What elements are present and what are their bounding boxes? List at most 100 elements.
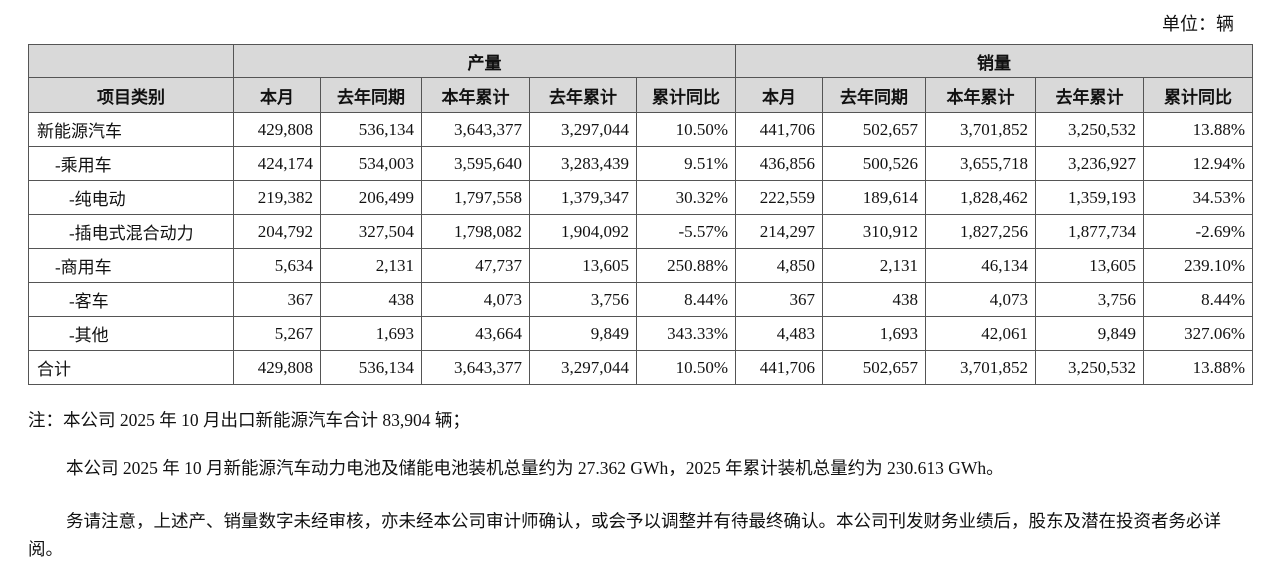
cell: 13.88% [1143,112,1254,147]
row-label: -其他 [28,316,234,351]
cell: 534,003 [320,146,422,181]
note: 注：本公司 2025 年 10 月出口新能源汽车合计 83,904 辆； [28,410,470,430]
cell: 13,605 [1035,248,1145,283]
column-header: 累计同比 [635,77,737,113]
row-label: -乘用车 [28,146,234,181]
cell: 4,850 [735,248,824,283]
cell: 3,756 [529,282,637,317]
cell: 3,236,927 [1035,146,1145,181]
table-row: -客车 367 438 4,073 3,756 8.44% 367 438 4,073 3,756… [28,282,1254,317]
group-header-row: 产量 销量 [28,44,1254,78]
cell: 239.10% [1143,248,1254,283]
note: 本公司 2025 年 10 月新能源汽车动力电池及储能电池装机总量约为 27.3… [66,458,1004,478]
table-row: -其他 5,267 1,693 43,664 9,849 343.33% 4,483 1,69… [28,316,1254,351]
cell: 5,634 [233,248,321,283]
cell: 9.51% [635,146,737,181]
cell: 8.44% [635,282,737,317]
cell: 1,798,082 [421,214,530,249]
cell: 429,808 [233,112,321,147]
cell: 9,849 [529,316,637,351]
corner-header: 项目类别 [28,77,234,113]
cell: 327.06% [1143,316,1254,351]
cell: 3,250,532 [1035,112,1145,147]
cell: 204,792 [233,214,321,249]
column-header: 去年累计 [529,77,637,113]
column-header: 累计同比 [1143,77,1254,113]
row-label: -插电式混合动力 [28,214,234,249]
table-row: -商用车 5,634 2,131 47,737 13,605 250.88% 4,850 2,… [28,248,1254,283]
cell: 343.33% [635,316,737,351]
cell: 500,526 [822,146,927,181]
cell: 3,250,532 [1035,350,1145,385]
corner-blank [28,44,234,78]
table-row: -乘用车 424,174 534,003 3,595,640 3,283,439 9.51… [28,146,1254,181]
cell: 367 [735,282,824,317]
cell: 3,643,377 [421,350,530,385]
cell: 214,297 [735,214,824,249]
column-header: 本年累计 [925,77,1037,113]
cell: 1,827,256 [925,214,1037,249]
column-header: 本月 [735,77,824,113]
cell: 9,849 [1035,316,1145,351]
cell: 310,912 [822,214,927,249]
row-label: -客车 [28,282,234,317]
column-header: 去年同期 [822,77,927,113]
column-header: 去年累计 [1035,77,1145,113]
cell: 3,756 [1035,282,1145,317]
cell: 1,693 [822,316,927,351]
table-row: 合计 429,808 536,134 3,643,377 3,297,044 10.50%… [28,350,1254,385]
table-row: -纯电动 219,382 206,499 1,797,558 1,379,347 30.3… [28,180,1254,215]
cell: 3,595,640 [421,146,530,181]
cell: 5,267 [233,316,321,351]
cell: 327,504 [320,214,422,249]
cell: 47,737 [421,248,530,283]
cell: 3,701,852 [925,350,1037,385]
cell: 30.32% [635,180,737,215]
cell: 4,073 [421,282,530,317]
cell: 3,283,439 [529,146,637,181]
cell: 2,131 [822,248,927,283]
cell: 206,499 [320,180,422,215]
table-row: 新能源汽车 429,808 536,134 3,643,377 3,297,044 10.… [28,112,1254,147]
row-label: -纯电动 [28,180,234,215]
cell: 1,877,734 [1035,214,1145,249]
cell: 3,701,852 [925,112,1037,147]
cell: 429,808 [233,350,321,385]
note: 务请注意，上述产、销量数字未经审核，亦未经本公司审计师确认，或会予以调整并有待最… [28,511,1221,559]
table-row: -插电式混合动力 204,792 327,504 1,798,082 1,904,092… [28,214,1254,249]
column-header: 本年累计 [421,77,530,113]
cell: 3,655,718 [925,146,1037,181]
cell: 43,664 [421,316,530,351]
cell: 10.50% [635,112,737,147]
row-label: -商用车 [28,248,234,283]
cell: 34.53% [1143,180,1254,215]
cell: 3,297,044 [529,112,637,147]
unit-label: 单位：辆 [1162,14,1234,34]
cell: 1,359,193 [1035,180,1145,215]
cell: 441,706 [735,350,824,385]
cell: 13.88% [1143,350,1254,385]
cell: 1,904,092 [529,214,637,249]
cell: 502,657 [822,350,927,385]
cell: 536,134 [320,112,422,147]
cell: 438 [320,282,422,317]
cell: 3,643,377 [421,112,530,147]
cell: 1,693 [320,316,422,351]
cell: 189,614 [822,180,927,215]
cell: -5.57% [635,214,737,249]
cell: 536,134 [320,350,422,385]
cell: 1,828,462 [925,180,1037,215]
cell: 8.44% [1143,282,1254,317]
cell: 502,657 [822,112,927,147]
cell: 219,382 [233,180,321,215]
cell: 222,559 [735,180,824,215]
table-body: 新能源汽车 429,808 536,134 3,643,377 3,297,044 10.… [28,112,1254,385]
cell: 424,174 [233,146,321,181]
cell: 4,483 [735,316,824,351]
column-header: 本月 [233,77,321,113]
cell: 3,297,044 [529,350,637,385]
cell: 441,706 [735,112,824,147]
cell: 438 [822,282,927,317]
cell: 2,131 [320,248,422,283]
